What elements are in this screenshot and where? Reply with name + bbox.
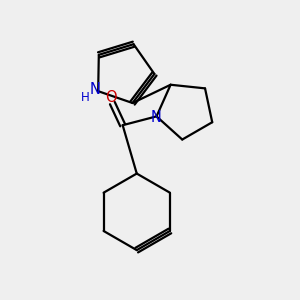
Text: O: O — [105, 90, 117, 105]
Text: N: N — [151, 110, 162, 125]
Text: H: H — [80, 91, 89, 104]
Text: N: N — [89, 82, 100, 97]
